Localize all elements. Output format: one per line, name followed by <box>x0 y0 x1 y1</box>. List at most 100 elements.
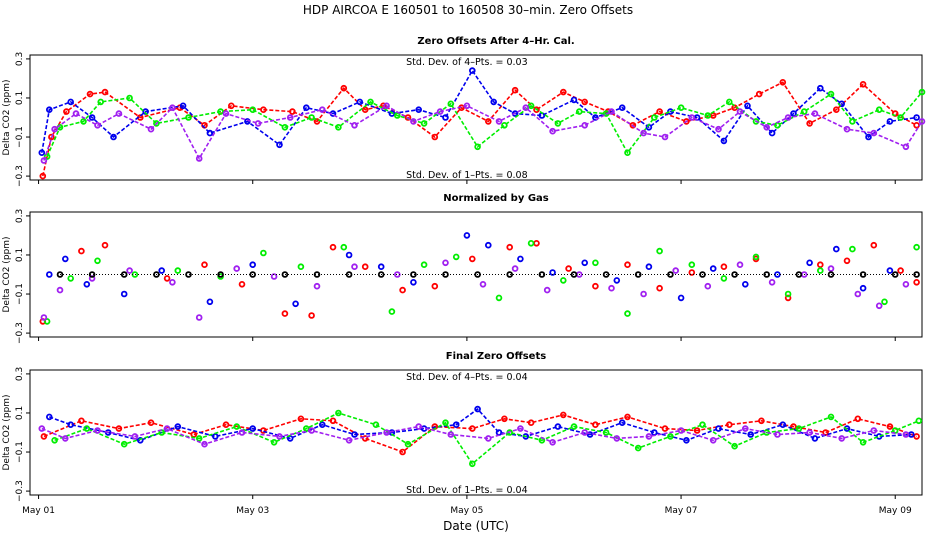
data-point-blue <box>495 429 503 436</box>
data-point-red <box>501 415 508 423</box>
data-point-blue <box>618 104 626 111</box>
data-point-green <box>420 120 428 127</box>
series-green <box>51 409 923 468</box>
data-point-purple <box>640 129 647 137</box>
data-point-red <box>506 243 514 251</box>
data-point-black <box>88 271 96 278</box>
data-point-blue <box>463 232 471 239</box>
data-point-purple <box>163 425 171 432</box>
data-point-green <box>67 275 74 282</box>
data-point-red <box>222 421 230 429</box>
series-green <box>43 240 920 325</box>
data-point-purple <box>254 120 262 127</box>
data-point-green <box>624 310 631 317</box>
data-point-red <box>565 265 572 272</box>
data-point-red <box>688 269 696 276</box>
data-point-green <box>260 249 267 257</box>
data-point-purple <box>549 438 556 446</box>
data-point-green <box>784 290 792 298</box>
data-point-green <box>372 421 380 429</box>
series-line-green <box>54 412 920 465</box>
data-point-purple <box>549 127 556 135</box>
data-point-purple <box>38 425 46 432</box>
data-point-purple <box>484 435 492 442</box>
data-point-blue <box>88 114 96 121</box>
data-point-purple <box>688 114 696 121</box>
data-point-red <box>843 257 851 265</box>
data-point-green <box>677 104 685 111</box>
y-tick-label: −0.3 <box>15 480 25 502</box>
data-point-green <box>527 240 535 247</box>
data-point-green <box>447 100 455 108</box>
data-point-blue <box>816 84 824 92</box>
data-point-blue <box>613 277 621 284</box>
data-point-blue <box>570 96 578 104</box>
data-point-purple <box>774 431 781 438</box>
data-point-red <box>870 241 878 249</box>
data-point-purple <box>169 278 176 286</box>
data-point-blue <box>645 263 653 271</box>
data-point-black <box>795 271 803 278</box>
data-point-red <box>308 312 315 319</box>
data-point-green <box>501 122 508 129</box>
data-point-green <box>195 435 203 442</box>
data-point-red <box>822 429 829 436</box>
data-point-purple <box>94 122 101 129</box>
data-point-purple <box>131 433 139 440</box>
data-point-black <box>667 271 674 278</box>
data-point-purple <box>447 431 455 438</box>
data-point-red <box>854 415 862 423</box>
data-point-green <box>80 118 87 125</box>
data-point-green <box>897 114 904 121</box>
data-point-red <box>816 261 824 269</box>
data-point-black <box>699 271 706 278</box>
data-point-green <box>827 90 835 98</box>
data-point-red <box>431 282 439 290</box>
data-point-purple <box>715 125 722 133</box>
data-point-purple <box>763 124 770 131</box>
data-point-red <box>806 120 813 127</box>
data-point-purple <box>415 423 423 430</box>
data-point-red <box>913 122 920 129</box>
data-point-purple <box>704 282 712 290</box>
data-point-black <box>377 271 385 278</box>
data-point-purple <box>238 429 246 436</box>
data-point-purple <box>393 271 401 278</box>
data-point-blue <box>709 265 717 272</box>
data-point-purple <box>902 431 910 438</box>
data-point-red <box>404 114 412 121</box>
data-point-black <box>410 271 417 278</box>
data-point-black <box>891 271 899 278</box>
data-point-purple <box>318 106 326 113</box>
data-point-purple <box>645 433 653 440</box>
data-point-green <box>624 149 631 157</box>
data-point-red <box>190 431 198 438</box>
data-point-blue <box>67 421 74 429</box>
data-point-blue <box>67 98 74 106</box>
data-point-purple <box>40 314 48 321</box>
data-point-green <box>468 460 476 468</box>
data-point-green <box>875 106 883 113</box>
y-tick-label: 0.1 <box>15 91 25 105</box>
y-tick-label: 0.3 <box>15 209 25 223</box>
data-point-purple <box>286 114 294 121</box>
data-point-red <box>238 280 246 288</box>
data-point-blue <box>886 267 894 274</box>
data-point-green <box>442 419 449 427</box>
data-point-red <box>624 413 631 421</box>
data-point-red <box>683 118 690 125</box>
data-point-red <box>163 275 171 282</box>
data-point-red <box>399 448 406 456</box>
data-point-blue <box>490 98 498 106</box>
data-point-red <box>758 417 765 425</box>
data-point-purple <box>581 122 588 129</box>
data-point-red <box>361 263 369 271</box>
data-point-blue <box>318 421 326 429</box>
data-point-red <box>913 278 920 286</box>
y-tick-label: −0.1 <box>15 441 25 463</box>
data-point-purple <box>270 273 278 280</box>
data-point-green <box>704 112 712 119</box>
data-point-green <box>393 112 401 119</box>
data-point-red <box>468 255 476 263</box>
data-point-red <box>784 294 792 302</box>
